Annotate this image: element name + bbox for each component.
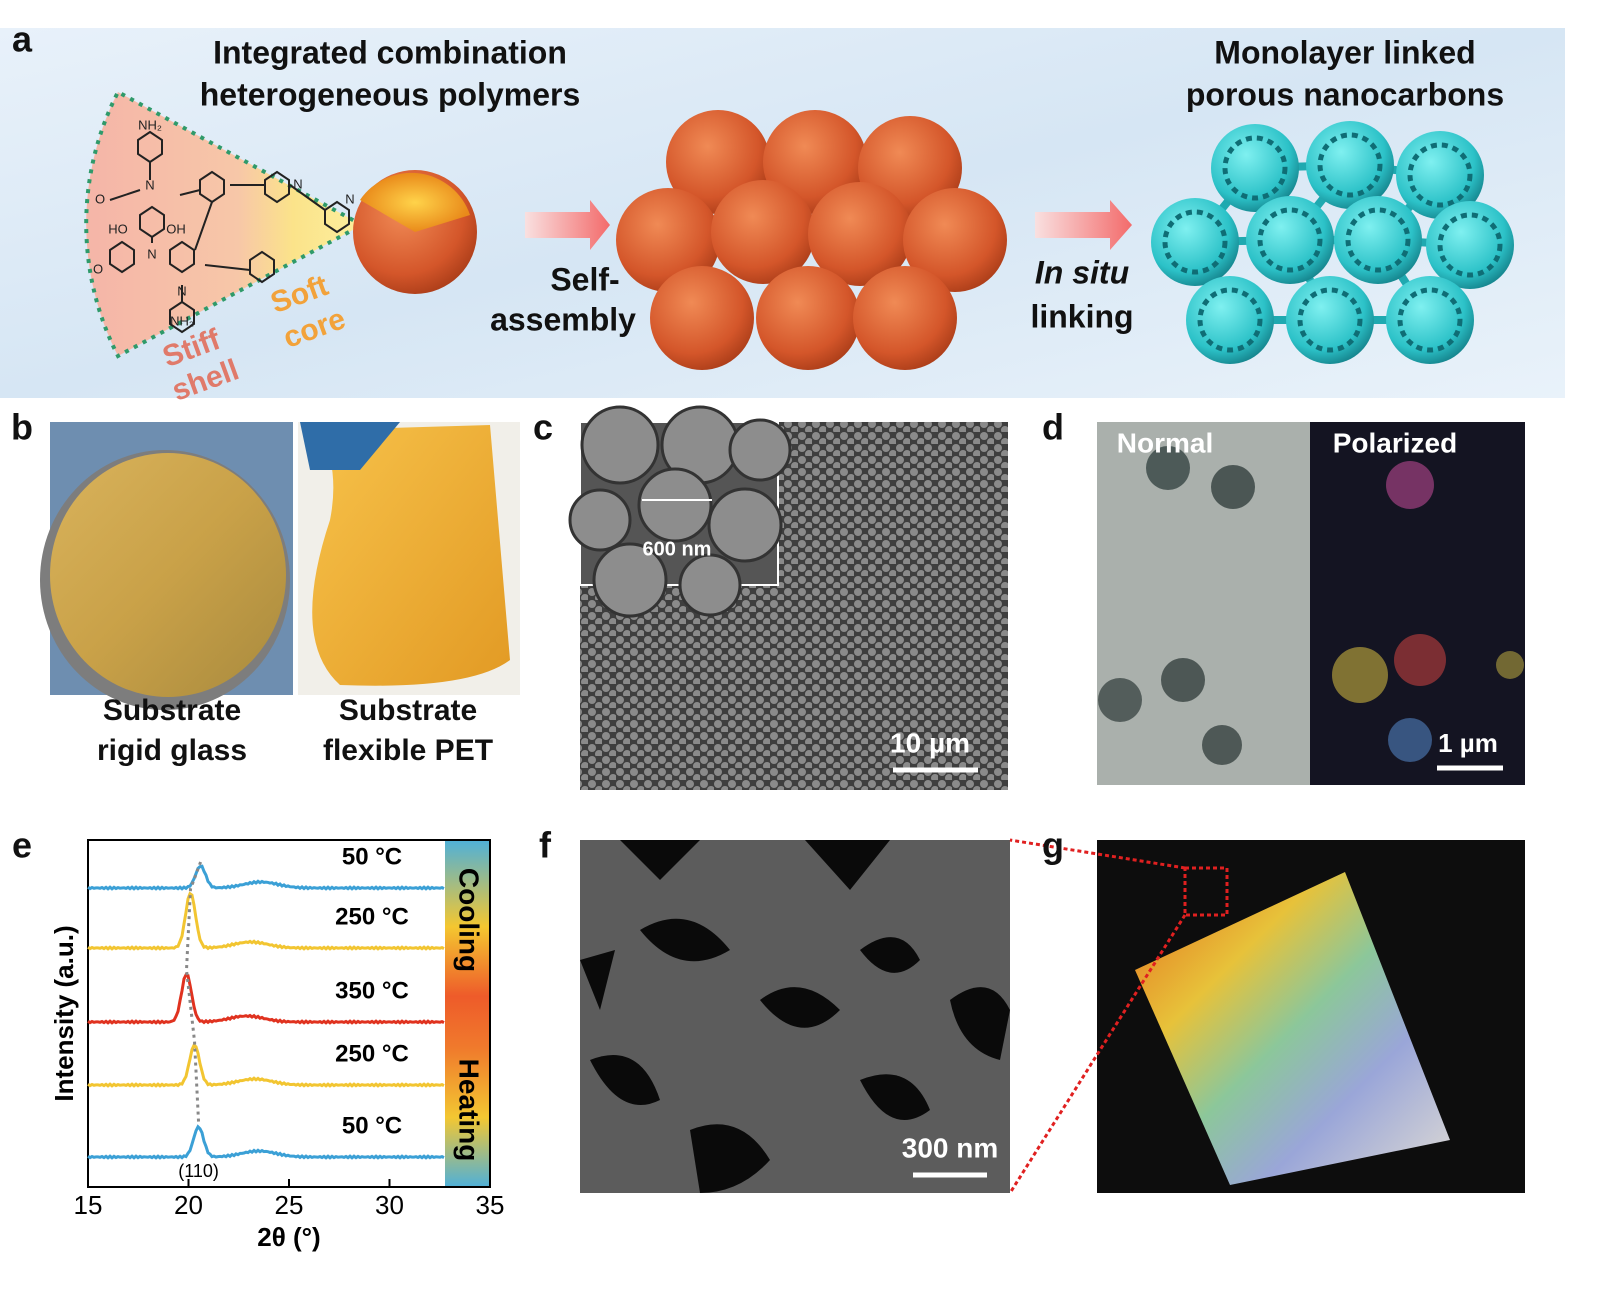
atom-label: O xyxy=(93,261,103,276)
title: heterogeneous polymers xyxy=(200,76,581,112)
atom-label: N xyxy=(147,246,156,261)
nanocarbon-pores xyxy=(1437,212,1503,278)
series-label: 350 °C xyxy=(335,977,409,1004)
nanocarbon-pores xyxy=(1317,132,1383,198)
atom-label: NH₂ xyxy=(138,117,162,132)
temperature-band xyxy=(445,840,490,1187)
glass-film xyxy=(50,453,286,697)
chem-structure xyxy=(109,130,350,334)
series-label: 250 °C xyxy=(335,903,409,930)
sphere xyxy=(808,182,912,286)
nanocarbon-pores xyxy=(1257,207,1323,273)
panel-label: b xyxy=(11,407,33,448)
xrd-curve xyxy=(87,1042,445,1088)
x-tick-label: 20 xyxy=(174,1190,203,1220)
series-label: 250 °C xyxy=(335,1040,409,1067)
carbon-network xyxy=(1151,121,1514,364)
band-label: Cooling xyxy=(454,868,485,972)
panel-label: g xyxy=(1042,825,1064,866)
atom-label: HO xyxy=(108,221,128,236)
step-label: Self- xyxy=(550,261,619,297)
title: porous nanocarbons xyxy=(1186,76,1504,112)
rainbow-film xyxy=(1135,872,1450,1185)
arrow xyxy=(525,200,610,250)
panel-label: d xyxy=(1042,407,1064,448)
scale-label: 1 µm xyxy=(1438,728,1498,758)
x-tick-label: 25 xyxy=(275,1190,304,1220)
sphere xyxy=(756,266,860,370)
title: Integrated combination xyxy=(213,34,567,70)
image-label: Normal xyxy=(1117,427,1213,458)
x-tick-label: 35 xyxy=(476,1190,505,1220)
x-tick-label: 30 xyxy=(375,1190,404,1220)
sphere xyxy=(616,188,720,292)
nanocarbon-pores xyxy=(1297,287,1363,353)
atom-label: O xyxy=(95,191,105,206)
atom-label: N xyxy=(177,283,186,298)
plot-frame xyxy=(87,839,491,1188)
optical-particles xyxy=(1098,446,1524,765)
caption: flexible PET xyxy=(323,734,493,767)
nanocarbon-pores xyxy=(1222,135,1288,201)
caption: Substrate xyxy=(339,694,477,727)
particle-core xyxy=(360,172,470,232)
nanocarbon-pores xyxy=(1162,209,1228,275)
zoom-box xyxy=(1183,866,1229,917)
sphere xyxy=(853,266,957,370)
atom-label: N xyxy=(145,177,154,192)
atom-label: N xyxy=(345,191,354,206)
caption: rigid glass xyxy=(97,734,247,767)
peak-label: (110) xyxy=(178,1161,219,1181)
atom-label: NH₂ xyxy=(170,313,194,328)
glove xyxy=(300,422,400,470)
xrd-curve xyxy=(87,891,445,951)
panel-label: c xyxy=(533,407,553,448)
assembled-spheres xyxy=(616,110,1007,370)
series-label: 50 °C xyxy=(342,1112,402,1139)
scale-label: 10 µm xyxy=(890,727,970,758)
image-label: Polarized xyxy=(1333,427,1457,458)
inset-spheres xyxy=(568,405,792,618)
xrd-curve xyxy=(87,864,445,891)
nanocarbon-pores xyxy=(1397,287,1463,353)
xrd-curve xyxy=(87,1124,445,1160)
caption: Substrate xyxy=(103,694,241,727)
sphere xyxy=(650,266,754,370)
atom-label: N xyxy=(293,176,302,191)
step-label: linking xyxy=(1030,298,1133,334)
zoom-line xyxy=(1009,838,1186,870)
panel-label: f xyxy=(539,825,552,866)
pores xyxy=(580,840,1010,1193)
nanocarbon-pores xyxy=(1407,142,1473,208)
x-tick-label: 15 xyxy=(74,1190,103,1220)
xrd-curve xyxy=(87,973,445,1025)
scale-label: 300 nm xyxy=(902,1132,999,1163)
sphere xyxy=(711,180,815,284)
nanocarbon-pores xyxy=(1345,207,1411,273)
step-label: assembly xyxy=(490,301,636,337)
atom-label: OH xyxy=(166,221,186,236)
band-label: Heating xyxy=(454,1059,485,1162)
panel-label: a xyxy=(12,19,33,60)
y-axis-label: Intensity (a.u.) xyxy=(49,925,79,1101)
series-label: 50 °C xyxy=(342,843,402,870)
x-axis-label: 2θ (°) xyxy=(257,1222,320,1252)
panel-label: e xyxy=(12,825,32,866)
scale-label: 600 nm xyxy=(643,538,712,560)
sphere xyxy=(903,188,1007,292)
optical-normal xyxy=(1097,422,1310,785)
pet-film xyxy=(312,425,510,686)
zoom-line xyxy=(1008,914,1187,1194)
nanocarbon-pores xyxy=(1197,287,1263,353)
step-label: In situ xyxy=(1035,254,1129,290)
arrow xyxy=(1035,200,1132,250)
title: Monolayer linked xyxy=(1214,34,1475,70)
